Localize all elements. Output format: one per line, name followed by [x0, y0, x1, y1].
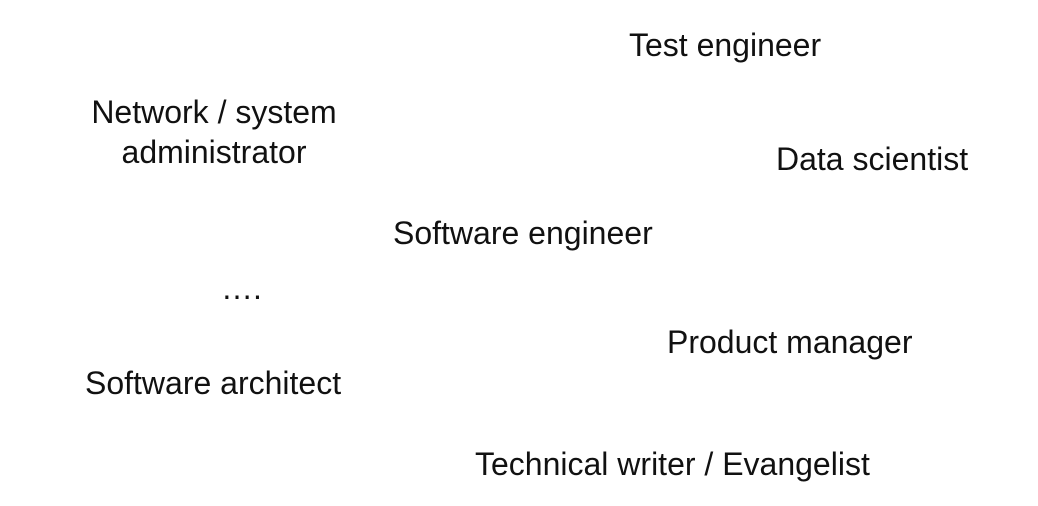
role-software-architect: Software architect [85, 365, 342, 401]
role-network-system-administrator: Network / system administrator [74, 92, 354, 172]
role-network-line-2: administrator [121, 134, 307, 170]
ellipsis-more-roles: …. [221, 270, 262, 306]
role-test-engineer: Test engineer [629, 27, 822, 63]
role-technical-writer-evangelist: Technical writer / Evangelist [475, 446, 870, 482]
role-network-line-1: Network / system [91, 94, 337, 130]
role-data-scientist: Data scientist [776, 141, 969, 177]
role-product-manager: Product manager [667, 324, 913, 360]
role-software-engineer: Software engineer [393, 215, 653, 251]
